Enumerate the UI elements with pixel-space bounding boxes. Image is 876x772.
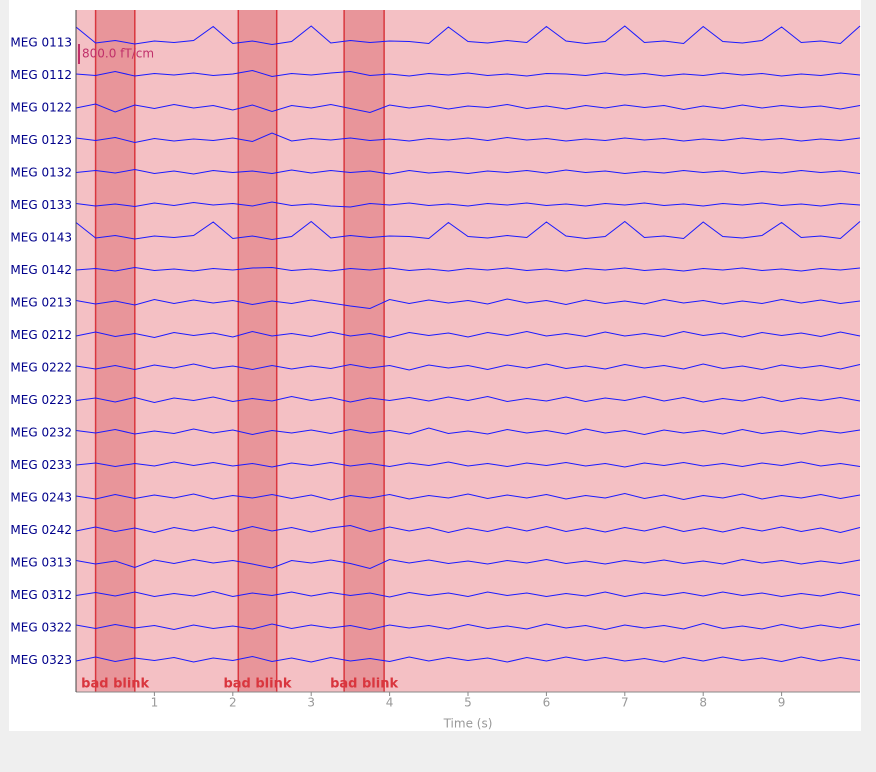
channel-label: MEG 0242 [10,523,72,537]
channel-trace [75,201,861,208]
channel-trace [75,363,861,371]
channel-trace [75,492,861,501]
channel-trace [75,330,861,339]
x-tick-label: 8 [699,696,707,710]
channel-label: MEG 0312 [10,588,72,602]
annotation-span [95,10,135,692]
x-tick-label: 7 [621,696,629,710]
channel-label: MEG 0122 [10,101,72,115]
x-tick-label: 5 [464,696,472,710]
x-tick-label: 1 [151,696,159,710]
channel-label: MEG 0232 [10,426,72,440]
channel-label: MEG 0143 [10,231,72,245]
channel-trace [75,461,861,468]
channel-label: MEG 0113 [10,36,72,50]
scale-bar-label: 800.0 fT/cm [82,47,154,61]
channel-trace [75,69,861,78]
channel-trace [75,395,861,404]
channel-label: MEG 0323 [10,653,72,667]
channel-label: MEG 0223 [10,393,72,407]
channel-label: MEG 0133 [10,198,72,212]
channel-trace [75,427,861,436]
channel-label: MEG 0322 [10,621,72,635]
channel-trace [75,132,861,144]
channel-label: MEG 0222 [10,361,72,375]
channel-label: MEG 0243 [10,491,72,505]
channel-label: MEG 0112 [10,68,72,82]
annotation-label: bad blink [81,677,149,692]
annotation-span [238,10,277,692]
x-tick-label: 3 [307,696,315,710]
channel-label: MEG 0212 [10,328,72,342]
channel-trace [75,524,861,534]
annotation-span [344,10,385,692]
x-tick-label: 4 [386,696,394,710]
annotation-label: bad blink [223,677,291,692]
channel-trace [75,103,861,114]
channel-label: MEG 0213 [10,296,72,310]
plot-background [76,10,860,692]
channel-label: MEG 0313 [10,556,72,570]
channel-trace [75,590,861,598]
channel-trace [75,655,861,663]
channel-label: MEG 0233 [10,458,72,472]
channel-label: MEG 0142 [10,263,72,277]
x-axis-label: Time (s) [443,717,493,731]
channel-trace [75,266,861,272]
x-tick-label: 9 [778,696,786,710]
x-tick-label: 2 [229,696,237,710]
channel-trace [75,25,861,46]
channel-trace [75,298,861,310]
channel-trace [75,168,861,175]
annotation-label: bad blink [330,677,398,692]
channel-trace [75,558,861,570]
channel-label: MEG 0132 [10,166,72,180]
channel-trace [75,220,861,241]
channel-label: MEG 0123 [10,133,72,147]
x-tick-label: 6 [543,696,551,710]
channel-trace [75,622,861,631]
